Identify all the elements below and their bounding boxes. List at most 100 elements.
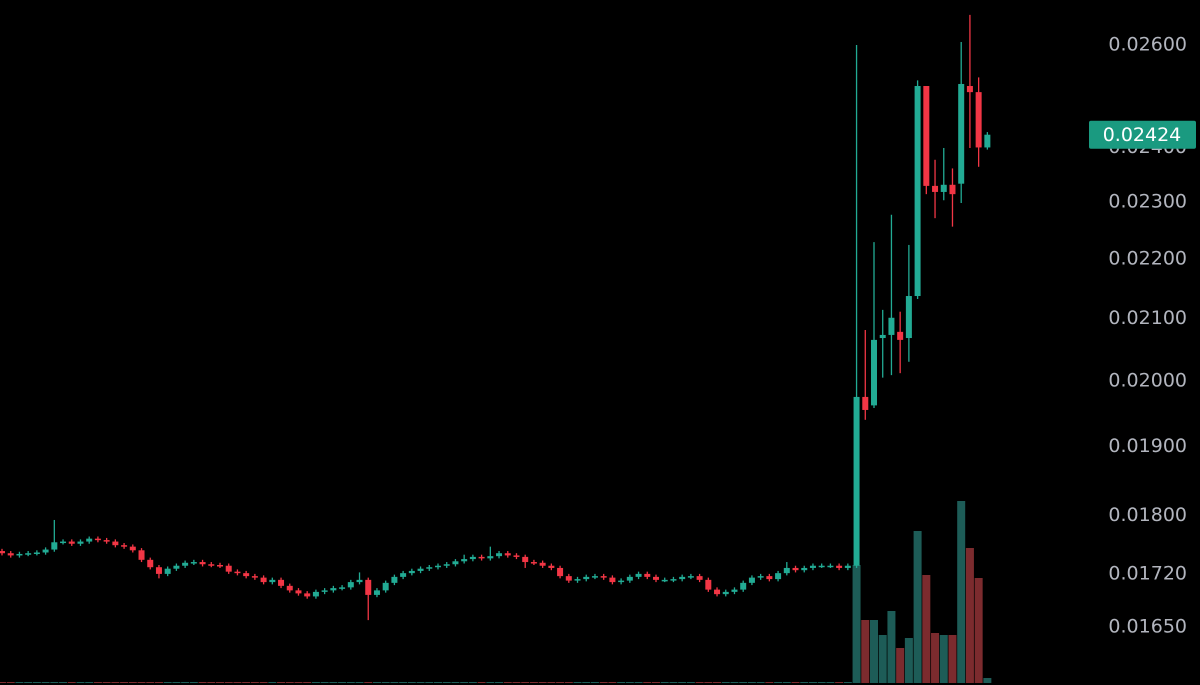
candle-body bbox=[757, 576, 764, 578]
candle-body bbox=[687, 576, 694, 578]
candle-body bbox=[530, 562, 537, 564]
candle-body bbox=[443, 564, 450, 566]
candle-body bbox=[984, 134, 991, 148]
volume-bar bbox=[800, 682, 809, 683]
volume-bar bbox=[198, 682, 207, 683]
candle-body bbox=[312, 591, 319, 597]
candle-body bbox=[295, 590, 302, 594]
candle-body bbox=[68, 541, 75, 544]
candle-body bbox=[487, 556, 494, 559]
candle-body bbox=[975, 92, 982, 148]
volume-bar bbox=[303, 682, 312, 683]
candle-body bbox=[208, 564, 215, 566]
volume-bar bbox=[512, 682, 521, 683]
candle-body bbox=[129, 546, 136, 551]
volume-bar bbox=[15, 682, 24, 683]
candle-body bbox=[94, 538, 101, 541]
candle-body bbox=[51, 542, 58, 550]
candle-body bbox=[539, 562, 546, 566]
volume-bar bbox=[181, 682, 190, 683]
candle-body bbox=[583, 576, 590, 580]
candle-body bbox=[827, 565, 834, 568]
candle-body bbox=[940, 184, 947, 192]
volume-bar bbox=[904, 638, 913, 683]
volume-bar bbox=[704, 682, 713, 683]
volume-bar bbox=[0, 682, 6, 683]
volume-bar bbox=[120, 682, 129, 683]
volume-bar bbox=[695, 682, 704, 683]
candle-body bbox=[862, 396, 869, 410]
candle-body bbox=[591, 576, 598, 578]
candle-body bbox=[801, 567, 808, 571]
candle-body bbox=[400, 573, 407, 577]
y-tick-label: 0.02200 bbox=[1108, 247, 1187, 269]
volume-bar bbox=[590, 682, 599, 683]
candle-body bbox=[243, 573, 250, 577]
candle-body bbox=[905, 296, 912, 339]
volume-bar bbox=[425, 682, 434, 683]
candle-body bbox=[435, 565, 441, 568]
volume-bar bbox=[852, 565, 861, 683]
volume-bar bbox=[233, 682, 242, 683]
volume-bar bbox=[259, 682, 268, 683]
volume-bar bbox=[338, 682, 347, 683]
y-tick-label: 0.02600 bbox=[1108, 33, 1187, 55]
candle-body bbox=[60, 541, 67, 544]
volume-bar bbox=[983, 678, 992, 683]
candle-body bbox=[740, 582, 747, 590]
volume-bar bbox=[529, 682, 538, 683]
candle-body bbox=[339, 587, 346, 589]
y-tick-label: 0.01650 bbox=[1108, 616, 1187, 638]
volume-bar bbox=[538, 682, 547, 683]
candle-body bbox=[278, 579, 285, 586]
volume-bar bbox=[791, 682, 800, 683]
volume-bar bbox=[503, 682, 512, 683]
candle-body bbox=[853, 396, 860, 566]
volume-bar bbox=[41, 682, 50, 683]
volume-bar bbox=[573, 682, 582, 683]
volume-bar bbox=[381, 682, 390, 683]
candle-body bbox=[25, 553, 32, 555]
volume-bar bbox=[137, 682, 146, 683]
candle-body bbox=[0, 551, 5, 554]
volume-bar bbox=[730, 682, 739, 683]
candle-body bbox=[147, 559, 154, 568]
volume-bar bbox=[878, 635, 887, 683]
volume-bar bbox=[24, 682, 33, 683]
candle-body bbox=[164, 568, 171, 574]
y-tick-label: 0.01900 bbox=[1108, 435, 1187, 457]
volume-bar bbox=[634, 682, 643, 683]
volume-bar bbox=[782, 682, 791, 683]
volume-bar bbox=[835, 682, 844, 683]
volume-bar bbox=[625, 682, 634, 683]
candle-body bbox=[408, 570, 415, 574]
candle-body bbox=[269, 579, 276, 583]
candle-body bbox=[626, 576, 633, 581]
volume-bar bbox=[442, 682, 451, 683]
volume-bar bbox=[774, 682, 783, 683]
candle-body bbox=[748, 577, 755, 583]
candle-body bbox=[7, 553, 14, 556]
volume-bar bbox=[207, 682, 216, 683]
y-tick-label: 0.01720 bbox=[1108, 562, 1187, 584]
candle-body bbox=[670, 579, 677, 581]
volume-bar bbox=[163, 682, 172, 683]
volume-bar bbox=[582, 682, 591, 683]
candle-body bbox=[330, 588, 337, 591]
candle-body bbox=[199, 562, 206, 565]
candle-body bbox=[478, 556, 485, 559]
candle-body bbox=[452, 561, 459, 565]
volume-bar bbox=[669, 682, 678, 683]
candle-body bbox=[373, 590, 380, 595]
price-tag bbox=[1089, 120, 1196, 149]
candle-body bbox=[844, 565, 851, 568]
volume-bar bbox=[146, 682, 155, 683]
candle-body bbox=[382, 582, 389, 591]
volume-bar bbox=[896, 648, 905, 683]
candle-body bbox=[112, 541, 119, 546]
candle-body bbox=[121, 545, 128, 547]
candle-body bbox=[618, 580, 625, 583]
volume-bar bbox=[355, 682, 364, 683]
volume-bar bbox=[747, 682, 756, 683]
